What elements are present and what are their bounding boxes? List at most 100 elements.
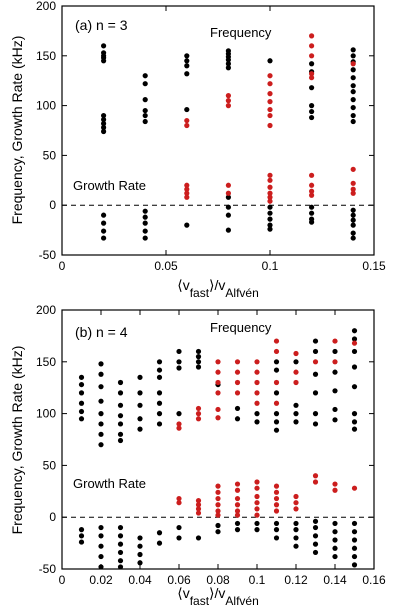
data-point-black bbox=[273, 359, 280, 365]
data-point-red bbox=[309, 53, 315, 59]
data-point-red bbox=[195, 510, 202, 516]
data-point-black bbox=[293, 402, 299, 408]
data-point-black bbox=[312, 421, 319, 427]
data-point-red bbox=[176, 500, 182, 506]
data-point-red bbox=[309, 43, 315, 49]
data-point-red bbox=[215, 502, 221, 508]
data-point-red bbox=[332, 487, 338, 493]
data-point-black bbox=[142, 235, 148, 241]
data-point-black bbox=[98, 371, 104, 377]
data-point-black bbox=[332, 537, 338, 543]
data-point-black bbox=[332, 545, 338, 551]
data-point-red bbox=[293, 506, 299, 512]
data-point-black bbox=[225, 204, 231, 210]
data-point-black bbox=[78, 400, 85, 406]
frequency-annotation: Frequency bbox=[210, 320, 272, 335]
data-point-red bbox=[273, 495, 280, 502]
data-point-red bbox=[273, 338, 280, 344]
data-point-black bbox=[267, 204, 273, 210]
data-point-red bbox=[234, 487, 241, 493]
data-point-red bbox=[195, 506, 202, 512]
data-point-black bbox=[215, 529, 221, 535]
data-point-black bbox=[350, 230, 356, 236]
data-point-red bbox=[215, 390, 221, 396]
data-point-black bbox=[350, 47, 356, 53]
data-point-red bbox=[184, 122, 190, 129]
data-point-black bbox=[176, 411, 182, 417]
data-point-black bbox=[98, 533, 104, 539]
data-point-black bbox=[267, 58, 273, 64]
data-point-red bbox=[234, 369, 241, 375]
data-point-red bbox=[225, 103, 231, 109]
data-point-black bbox=[142, 97, 148, 103]
data-point-black bbox=[117, 524, 124, 531]
data-point-red bbox=[312, 473, 319, 479]
data-point-black bbox=[137, 426, 143, 432]
data-point-red bbox=[234, 379, 241, 386]
data-point-black bbox=[184, 222, 190, 228]
data-point-black bbox=[101, 120, 107, 127]
data-point-red bbox=[215, 512, 221, 518]
data-point-red bbox=[234, 508, 241, 514]
data-point-black bbox=[78, 539, 85, 545]
data-point-red bbox=[332, 359, 338, 365]
data-point-black bbox=[195, 359, 202, 365]
data-point-red bbox=[195, 405, 202, 412]
data-point-red bbox=[309, 188, 315, 194]
data-point-black bbox=[332, 406, 338, 413]
data-point-black bbox=[273, 535, 280, 541]
data-point-black bbox=[176, 535, 182, 541]
x-tick-label: 0.1 bbox=[249, 573, 266, 587]
data-point-black bbox=[332, 369, 338, 375]
data-point-red bbox=[309, 192, 315, 198]
data-point-black bbox=[98, 543, 104, 549]
data-point-red bbox=[234, 390, 241, 396]
data-point-black bbox=[351, 553, 358, 560]
data-point-red bbox=[350, 61, 356, 67]
data-point-black bbox=[332, 388, 338, 394]
data-point-red bbox=[215, 406, 221, 413]
data-point-black bbox=[293, 411, 299, 417]
data-point-black bbox=[351, 545, 358, 551]
y-tick-label: 200 bbox=[36, 0, 56, 13]
data-point-red bbox=[195, 416, 202, 422]
data-point-black bbox=[184, 106, 190, 113]
data-point-red bbox=[273, 379, 280, 386]
data-point-red bbox=[215, 379, 221, 386]
data-point-black bbox=[351, 364, 358, 370]
data-point-black bbox=[332, 520, 338, 527]
data-point-black bbox=[351, 520, 358, 527]
data-point-black bbox=[142, 73, 148, 79]
data-point-red bbox=[351, 340, 358, 346]
data-point-red bbox=[309, 71, 315, 77]
data-point-black bbox=[273, 367, 280, 373]
growth-rate-annotation: Growth Rate bbox=[73, 476, 146, 491]
data-point-red bbox=[215, 508, 221, 514]
x-tick-label: 0.06 bbox=[167, 573, 191, 587]
data-point-red bbox=[309, 182, 315, 188]
data-point-black bbox=[156, 367, 163, 373]
data-point-black bbox=[195, 364, 202, 370]
data-point-red bbox=[267, 99, 273, 105]
y-axis-label: Frequency, Growth Rate (kHz) bbox=[9, 346, 25, 535]
data-point-red bbox=[254, 506, 260, 512]
data-point-black bbox=[142, 228, 148, 234]
data-point-black bbox=[350, 207, 356, 213]
data-point-red bbox=[351, 485, 358, 491]
data-point-red bbox=[254, 359, 260, 365]
data-point-red bbox=[225, 190, 231, 196]
x-tick-label: 0.14 bbox=[323, 573, 347, 587]
data-point-black bbox=[225, 57, 231, 63]
data-point-black bbox=[101, 212, 107, 218]
growth-rate-annotation: Growth Rate bbox=[73, 178, 146, 193]
data-point-red bbox=[254, 493, 260, 500]
data-point-black bbox=[267, 226, 273, 232]
data-point-black bbox=[101, 116, 107, 123]
y-tick-label: -50 bbox=[39, 562, 57, 576]
data-point-black bbox=[273, 390, 280, 396]
data-point-black bbox=[98, 421, 104, 427]
panel-title: (b) n = 4 bbox=[75, 324, 128, 340]
data-point-red bbox=[234, 502, 241, 508]
